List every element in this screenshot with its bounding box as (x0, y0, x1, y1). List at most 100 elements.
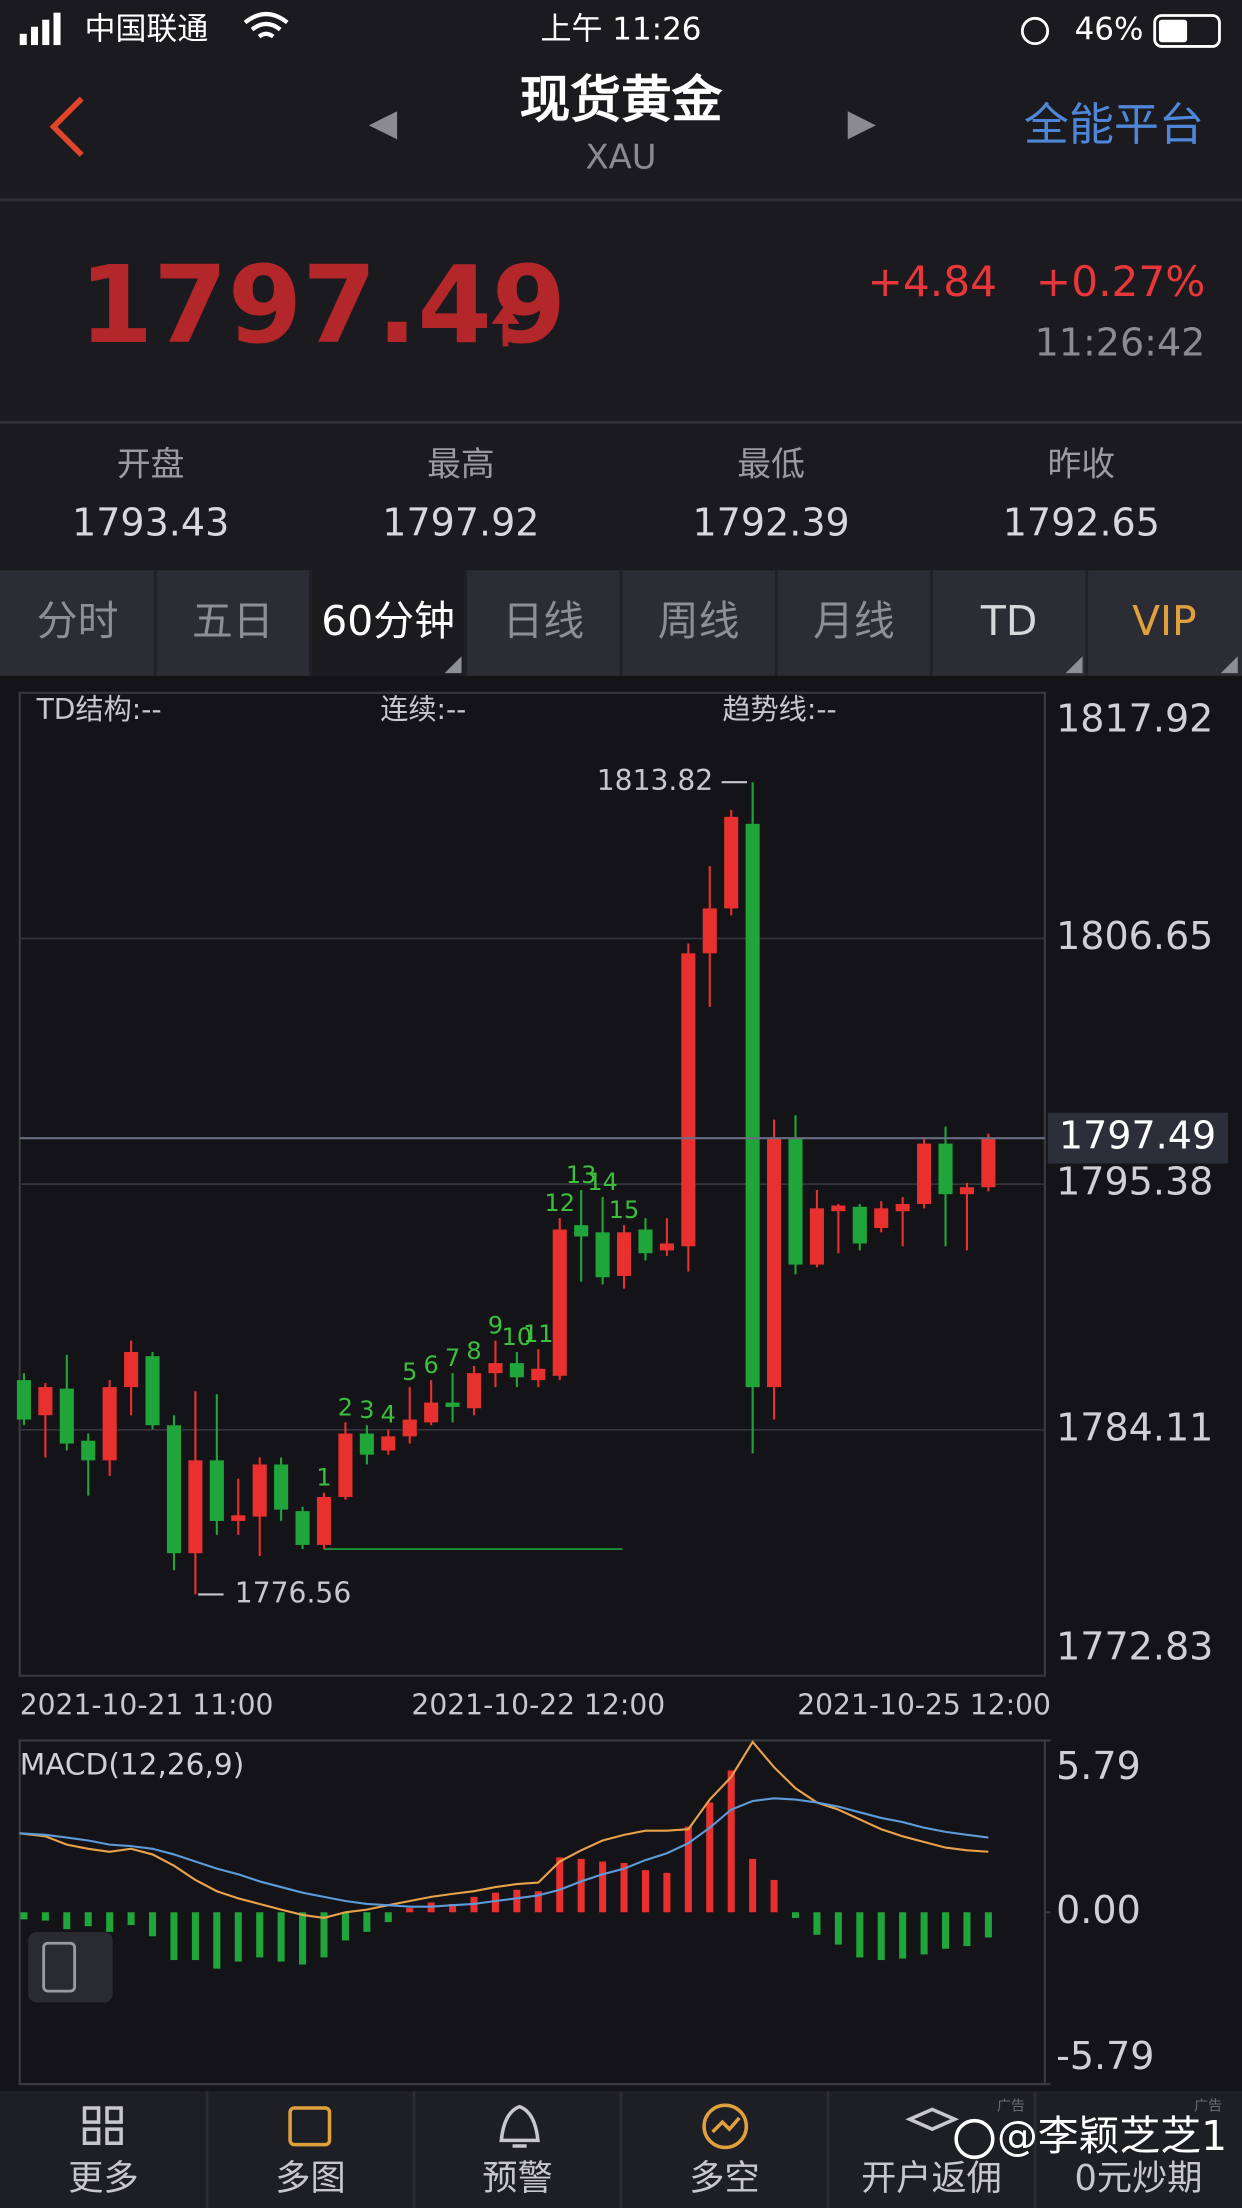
tab[interactable]: 月线 (813, 597, 895, 645)
symbol: XAU (586, 138, 657, 177)
indicator: 趋势线:-- (722, 693, 836, 726)
macd-bar (706, 1802, 714, 1913)
tab[interactable]: VIP (1132, 597, 1197, 645)
macd-bar (299, 1912, 307, 1965)
icon-more (105, 2106, 123, 2124)
icon-longshort (711, 2116, 741, 2134)
macd-bar (727, 1770, 735, 1913)
signal-bar (30, 26, 39, 46)
candle-body (102, 1387, 117, 1461)
icon-more (82, 2127, 101, 2145)
tab[interactable]: 周线 (658, 597, 740, 645)
macd-bar (577, 1858, 585, 1913)
indicator: 连续:-- (380, 693, 466, 726)
macd-bar (942, 1912, 950, 1949)
candle-body (531, 1368, 546, 1381)
signal-bar (42, 19, 50, 46)
macd-bar (491, 1892, 499, 1913)
candle-body (338, 1433, 353, 1497)
candle-body (724, 816, 739, 909)
stat-value: 1793.43 (72, 501, 229, 545)
td-count: 7 (445, 1344, 460, 1372)
last-price: 1797.49 (79, 244, 566, 368)
candle-body (788, 1137, 803, 1265)
nav-item[interactable]: 多图 (275, 2158, 345, 2199)
y-tick-label: 1772.83 (1056, 1624, 1213, 1668)
quote: 1797.49 +4.84 +0.27% 11:26:42 (0, 244, 1242, 424)
tab-corner (1065, 656, 1083, 674)
macd-bar (341, 1912, 349, 1941)
candle-body (767, 1137, 782, 1388)
stat-value: 1792.39 (693, 501, 850, 545)
macd-bar (513, 1889, 521, 1913)
period-tabs: 分时 五日 60分钟 日线 周线 月线 TD VIP (0, 570, 1242, 676)
tab[interactable]: 60分钟 (321, 597, 455, 645)
nav-icons (82, 2103, 960, 2150)
ad-tag: 广告 (997, 2099, 1025, 2115)
y-tick-label: 1806.65 (1056, 914, 1213, 958)
indicator: TD结构:-- (36, 693, 162, 726)
nav-item[interactable]: 预警 (482, 2158, 552, 2199)
macd-bar (384, 1912, 392, 1923)
status-bar: 中国联通 上午 11:26 46% (19, 11, 1221, 48)
macd-bar (899, 1912, 907, 1959)
candle-body (274, 1464, 289, 1510)
tab[interactable]: 分时 (37, 597, 119, 645)
candle-body (981, 1138, 996, 1188)
signal-bar (19, 33, 27, 46)
macd-bar (363, 1912, 371, 1932)
icon-longshort (702, 2103, 749, 2150)
td-count: 15 (609, 1196, 639, 1224)
candle-body (917, 1143, 932, 1204)
candle-body (16, 1380, 31, 1420)
stat-label: 最低 (737, 445, 805, 484)
candle-body (831, 1205, 846, 1212)
bottom-nav: 更多 多图 预警 多空 开户返佣 0元炒期 广告 广告@李颖芝芝1 (0, 2091, 1242, 2208)
macd-bar (256, 1912, 264, 1958)
high-label: 1813.82 (597, 764, 713, 797)
icon-multi (288, 2106, 332, 2147)
tab-corner (444, 656, 462, 674)
icon-account (905, 2107, 960, 2132)
macd-bar (813, 1912, 821, 1935)
candle-body (359, 1433, 374, 1455)
macd-bar (106, 1912, 114, 1932)
battery-level: 46% (1075, 11, 1144, 47)
tab[interactable]: 五日 (192, 597, 274, 645)
candle-body (466, 1373, 482, 1409)
wifi-icon (243, 11, 289, 39)
tab[interactable]: TD (980, 597, 1037, 645)
nav-item[interactable]: 开户返佣 (861, 2158, 1002, 2199)
nav-item[interactable]: 更多 (68, 2158, 138, 2199)
prev-button[interactable] (368, 111, 398, 140)
ad-tag: 广告 (1194, 2099, 1222, 2115)
macd-bar (534, 1891, 542, 1913)
macd-bar (213, 1912, 221, 1969)
battery-icon (1153, 14, 1221, 48)
back-button[interactable] (49, 96, 84, 157)
last-price-label: 1797.49 (1059, 1114, 1216, 1158)
stat-value: 1792.65 (1003, 501, 1160, 545)
x-tick-label: 2021-10-22 12:00 (411, 1689, 665, 1722)
nav-item[interactable]: 0元炒期 (1075, 2158, 1203, 2199)
platform-link[interactable]: 全能平台 (1024, 98, 1204, 151)
candle-body (252, 1464, 267, 1517)
macd-bar (770, 1879, 778, 1913)
page-title: 现货黄金 (520, 70, 723, 129)
candle-body (381, 1436, 396, 1451)
tab[interactable]: 日线 (503, 597, 585, 645)
candle-body (852, 1206, 867, 1244)
price-change: +4.84 (868, 257, 997, 306)
macd-bar (984, 1912, 992, 1938)
candle-body (702, 908, 717, 954)
candle-body (681, 953, 696, 1247)
nav-item[interactable]: 多空 (689, 2158, 759, 2199)
chart-background (0, 675, 1242, 2092)
candle-body (295, 1511, 310, 1545)
low-label: 1776.56 (235, 1576, 351, 1609)
candle-body (145, 1356, 160, 1426)
next-button[interactable] (847, 111, 876, 140)
layout-toggle[interactable] (28, 1932, 113, 2003)
